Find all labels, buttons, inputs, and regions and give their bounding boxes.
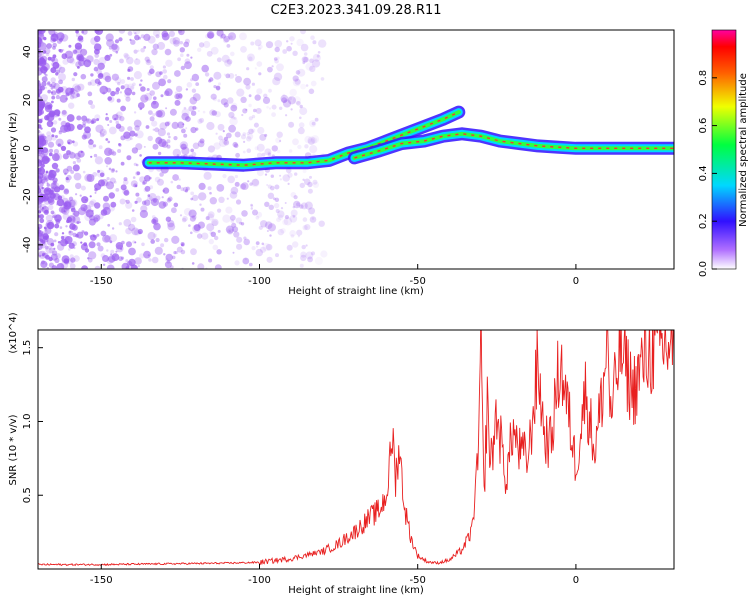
chart-title: C2E3.2023.341.09.28.R11 <box>270 3 441 18</box>
spectrogram-chart: -150 -100 -50 0 -40 -20 0 20 40 Height of strai… <box>8 29 675 297</box>
track-1-core <box>354 133 674 159</box>
snr-x-label: Height of straight line (km) <box>288 585 424 596</box>
snr-y-tick-label: 1.0 <box>22 414 33 430</box>
snr-frame <box>37 329 675 570</box>
snr-line <box>38 330 674 567</box>
spectrogram-y-ticks: -40 -20 0 20 40 <box>22 45 43 253</box>
colorbar-label: Normalized spectral amplitude <box>738 73 749 227</box>
spectrogram-x-tick-label: 0 <box>573 276 579 287</box>
spectrogram-y-tick-label: 0 <box>22 145 33 151</box>
snr-x-ticks: -150 -100 -50 0 <box>90 564 579 586</box>
spectrogram-x-tick-label: -150 <box>90 276 113 287</box>
colorbar-tick-label: 0.6 <box>698 118 709 134</box>
snr-x-tick-label: -100 <box>248 575 271 586</box>
spectrogram-tracks <box>142 105 674 172</box>
spectrogram-y-tick-label: -20 <box>22 188 33 204</box>
spectrogram-y-tick-label: 20 <box>22 94 33 107</box>
colorbar-tick-label: 0.2 <box>698 213 709 229</box>
spectrogram-y-tick-label: 40 <box>22 45 33 58</box>
snr-y-label: SNR (10 * v/v) <box>8 414 19 485</box>
snr-chart: -150 -100 -50 0 0.5 1.0 1.5 Height of straigh… <box>8 312 675 596</box>
colorbar: 0.0 0.2 0.4 0.6 0.8 Normalized spectral ampl… <box>698 29 749 277</box>
snr-y-multiplier: (x10^4) <box>8 312 19 353</box>
spectrogram-frame <box>37 29 675 270</box>
spectrogram-noise <box>38 30 328 269</box>
spectrogram-y-tick-label: -40 <box>22 237 33 253</box>
snr-x-tick-label: -50 <box>410 575 426 586</box>
spectrogram-x-ticks: -150 -100 -50 0 <box>90 264 579 287</box>
spectrogram-x-tick-label: -50 <box>410 276 426 287</box>
snr-y-ticks: 0.5 1.0 1.5 <box>22 340 43 503</box>
colorbar-tick-label: 0.0 <box>698 261 709 277</box>
snr-y-tick-label: 0.5 <box>22 487 33 503</box>
colorbar-ticks: 0.0 0.2 0.4 0.6 0.8 <box>698 70 717 277</box>
colorbar-tick-label: 0.4 <box>698 165 709 181</box>
spectrogram-x-tick-label: -100 <box>248 276 271 287</box>
colorbar-gradient <box>711 29 737 270</box>
spectrogram-y-label: Frequency (Hz) <box>8 112 19 188</box>
snr-y-tick-label: 1.5 <box>22 340 33 356</box>
spectrogram-x-label: Height of straight line (km) <box>288 286 424 297</box>
track-0-inner <box>146 110 461 168</box>
colorbar-tick-label: 0.8 <box>698 70 709 86</box>
snr-x-tick-label: -150 <box>90 575 113 586</box>
snr-x-tick-label: 0 <box>573 575 579 586</box>
